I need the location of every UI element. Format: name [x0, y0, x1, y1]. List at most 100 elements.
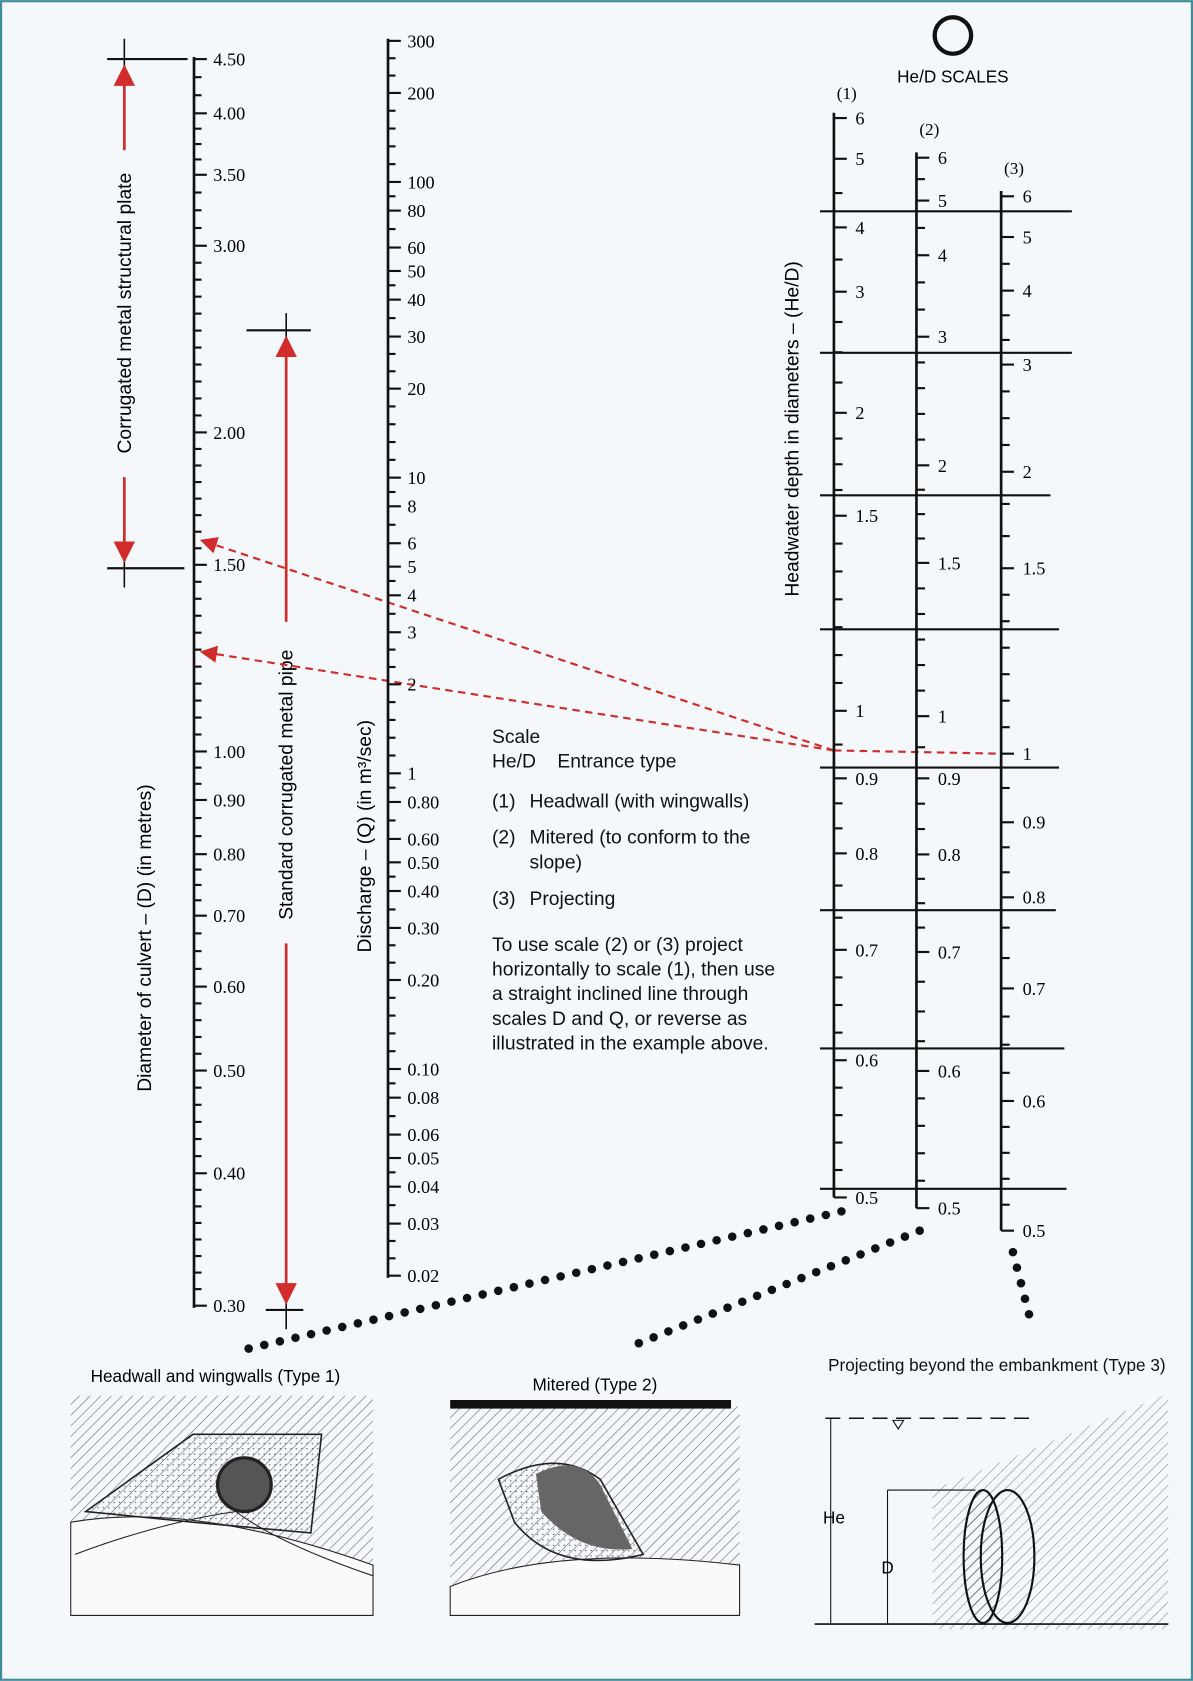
- caption: Mitered (Type 2): [532, 1374, 657, 1394]
- illustration-2: [449, 1400, 741, 1617]
- tick-label: 50: [407, 261, 425, 281]
- tick-label: 5: [855, 149, 864, 169]
- dot: [369, 1315, 378, 1324]
- dot: [493, 1286, 503, 1296]
- tick-label: 40: [407, 290, 425, 310]
- dot: [275, 1337, 285, 1346]
- legend-header: Scale: [491, 725, 541, 748]
- dot: [774, 1221, 784, 1231]
- tick-label: 4: [855, 218, 864, 238]
- dim-label: He: [823, 1507, 845, 1527]
- tick-label: 0.40: [407, 881, 439, 901]
- tick-label: 0.9: [1023, 813, 1046, 833]
- legend-num: (2): [491, 826, 516, 849]
- tick-label: 3.00: [213, 236, 245, 256]
- tick-label: 0.30: [213, 1296, 245, 1316]
- dot: [337, 1322, 347, 1332]
- dot: [634, 1338, 644, 1348]
- tick-label: 0.80: [407, 792, 439, 812]
- dot: [431, 1300, 441, 1310]
- tick-label: 0.20: [407, 970, 439, 990]
- dot: [525, 1279, 534, 1288]
- dot: [678, 1321, 688, 1330]
- dot: [738, 1297, 747, 1307]
- tick-label: 100: [407, 172, 434, 192]
- dot: [885, 1238, 895, 1247]
- caption: Projecting beyond the embankment (Type 3…: [828, 1357, 1166, 1376]
- dot: [571, 1268, 581, 1278]
- tick-label: 1.5: [938, 553, 961, 573]
- dot: [556, 1272, 565, 1281]
- tick-label: 0.8: [855, 844, 878, 864]
- dot: [540, 1275, 550, 1285]
- dot: [696, 1239, 706, 1249]
- hed-rules: [819, 210, 1072, 1190]
- dot: [603, 1261, 612, 1270]
- dot: [767, 1285, 777, 1295]
- tick-label: 1: [855, 701, 864, 721]
- tick-label: 0.10: [407, 1059, 439, 1079]
- dot: [447, 1297, 456, 1306]
- tick-label: 0.7: [855, 940, 878, 960]
- dot: [1008, 1247, 1018, 1257]
- tick-label: 0.80: [213, 845, 245, 865]
- dot: [649, 1250, 659, 1259]
- tick-label: 4.50: [213, 50, 245, 70]
- dot: [837, 1207, 846, 1216]
- dot: [856, 1250, 865, 1259]
- diameter-label: Diameter of culvert – (D) (in metres): [135, 784, 156, 1092]
- dot: [900, 1232, 910, 1241]
- dot: [291, 1333, 300, 1343]
- tick-label: 0.08: [407, 1088, 439, 1108]
- dot: [841, 1255, 851, 1265]
- dot: [712, 1235, 721, 1245]
- dot: [415, 1304, 425, 1314]
- tick-label: 30: [407, 327, 425, 347]
- tick-label: 0.50: [213, 1061, 245, 1081]
- tick-label: 1: [407, 764, 416, 784]
- tick-label: 2.00: [213, 423, 245, 443]
- scale-name: (2): [919, 120, 939, 139]
- dot: [306, 1329, 316, 1339]
- tick-label: 5: [407, 557, 416, 577]
- tick-label: 4.00: [213, 104, 245, 124]
- legend-text: Mitered (to conform to the slope): [529, 826, 751, 873]
- dot: [1016, 1278, 1026, 1288]
- dot: [384, 1311, 394, 1321]
- dot: [618, 1257, 628, 1267]
- discharge-label: Discharge – (Q) (in m³/sec): [355, 720, 376, 953]
- dot: [244, 1344, 253, 1353]
- tick-label: 0.8: [1023, 888, 1046, 908]
- legend-note: To use scale (2) or (3) project horizont…: [491, 933, 776, 1054]
- tick-label: 0.5: [938, 1199, 961, 1219]
- tick-label: 0.8: [938, 845, 961, 865]
- dot: [478, 1290, 487, 1299]
- tick-label: 1.5: [1023, 559, 1046, 579]
- legend-num: (3): [491, 887, 516, 910]
- tick-label: 2: [407, 675, 416, 695]
- tick-label: 3.50: [213, 165, 245, 185]
- dot: [805, 1214, 815, 1223]
- legend-item: (3) Projecting: [492, 887, 803, 912]
- dot: [587, 1264, 597, 1274]
- tick-label: 4: [1023, 281, 1032, 301]
- caption-box: Projecting beyond the embankment (Type 3…: [828, 1357, 1166, 1376]
- dot: [782, 1279, 791, 1289]
- dot: [811, 1267, 821, 1277]
- tick-label: 0.6: [938, 1061, 961, 1081]
- tick-label: 3: [1023, 355, 1032, 375]
- dot: [708, 1309, 718, 1318]
- dot: [665, 1246, 675, 1256]
- tick-label: 1: [938, 707, 947, 727]
- dot: [759, 1225, 768, 1234]
- hed-title: He/D SCALES: [897, 67, 1008, 87]
- dot: [723, 1303, 732, 1312]
- dot: [871, 1244, 880, 1253]
- tick-label: 0.9: [855, 769, 878, 789]
- tick-label: 6: [938, 148, 947, 168]
- tick-label: 0.7: [938, 942, 961, 962]
- legend-item: (2) Mitered (to conform to the slope): [492, 825, 803, 874]
- dot: [400, 1308, 409, 1317]
- dot: [649, 1332, 658, 1342]
